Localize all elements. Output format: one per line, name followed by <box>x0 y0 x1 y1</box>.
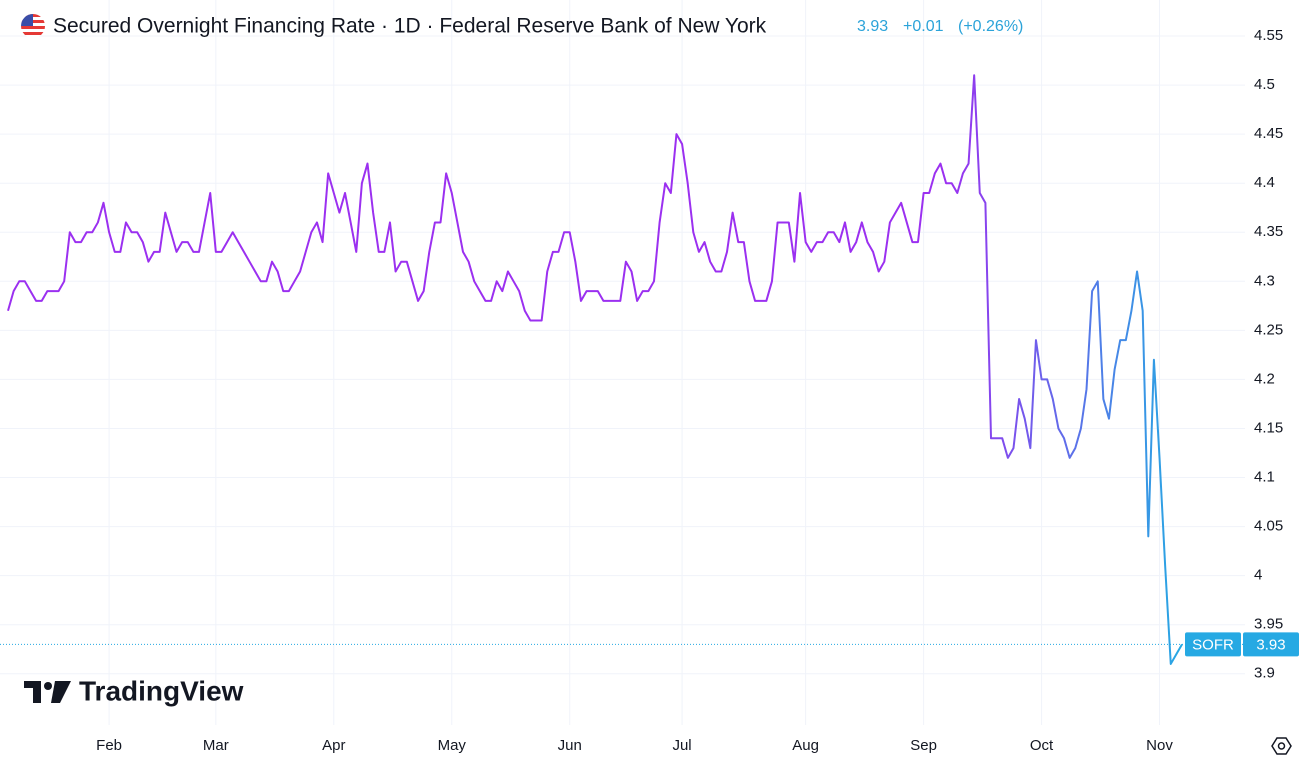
x-tick-label: Mar <box>203 737 229 754</box>
x-tick-label: Apr <box>322 737 345 754</box>
y-tick-label: 4.45 <box>1254 125 1283 142</box>
last-value-label: 3.93 <box>1256 636 1285 653</box>
settings-icon[interactable] <box>1271 737 1292 755</box>
flag-icon <box>21 14 45 38</box>
series-name-badge <box>1185 632 1241 657</box>
last-value: 3.93 <box>857 18 888 35</box>
x-tick-label: Nov <box>1146 737 1173 754</box>
y-tick-label: 4.15 <box>1254 419 1283 436</box>
y-tick-label: 4.5 <box>1254 76 1275 93</box>
series-name: SOFR <box>1192 636 1234 653</box>
data-line <box>7 74 1183 665</box>
chart-title: Secured Overnight Financing Rate · 1D · … <box>53 15 767 38</box>
x-tick-label: Oct <box>1030 737 1054 754</box>
last-value-badge <box>1243 632 1299 657</box>
x-tick-label: May <box>438 737 467 754</box>
x-tick-label: Aug <box>792 737 819 754</box>
y-tick-label: 4.4 <box>1254 174 1275 191</box>
y-tick-label: 4.35 <box>1254 223 1283 240</box>
x-tick-label: Feb <box>96 737 122 754</box>
y-tick-label: 4 <box>1254 567 1262 584</box>
y-tick-label: 4.05 <box>1254 518 1283 535</box>
y-tick-label: 4.3 <box>1254 272 1275 289</box>
x-tick-label: Jul <box>672 737 691 754</box>
x-tick-label: Sep <box>910 737 937 754</box>
y-tick-label: 3.9 <box>1254 665 1275 682</box>
change-percent: (+0.26%) <box>958 18 1023 35</box>
y-tick-label: 4.25 <box>1254 321 1283 338</box>
change: +0.01 <box>903 18 944 35</box>
y-tick-label: 4.55 <box>1254 27 1283 44</box>
watermark-text: TradingView <box>79 675 244 706</box>
watermark-logo <box>24 681 71 703</box>
x-tick-label: Jun <box>558 737 582 754</box>
y-tick-label: 4.2 <box>1254 370 1275 387</box>
y-tick-label: 3.95 <box>1254 616 1283 633</box>
y-tick-label: 4.1 <box>1254 469 1275 486</box>
